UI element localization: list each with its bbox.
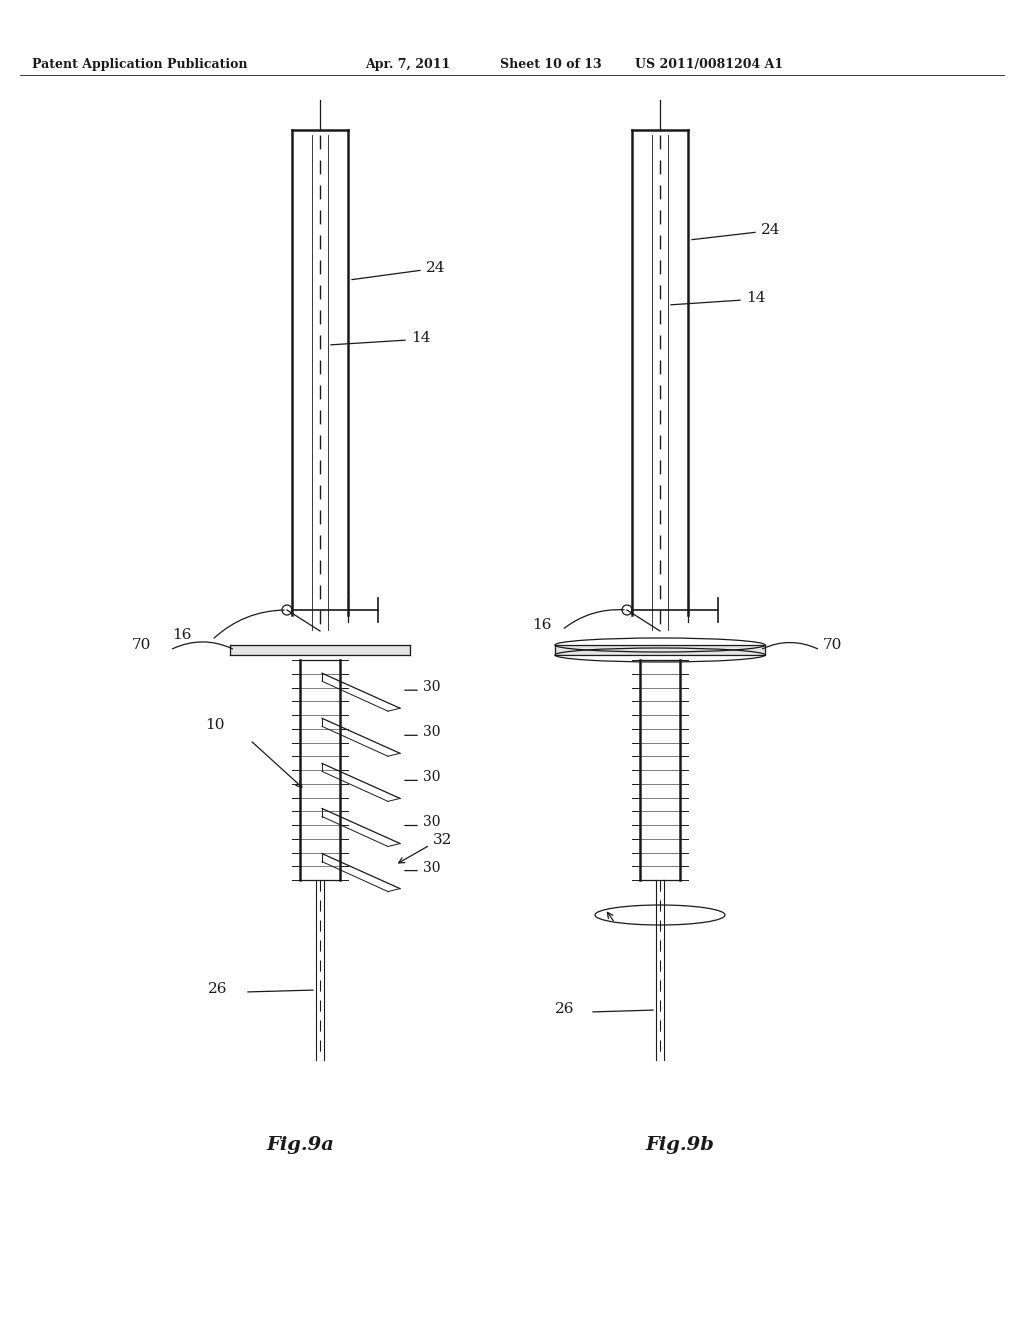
Text: 32: 32	[433, 833, 453, 847]
Text: Patent Application Publication: Patent Application Publication	[32, 58, 248, 71]
Polygon shape	[231, 645, 409, 653]
Text: 10: 10	[205, 718, 224, 733]
Text: 24: 24	[426, 261, 445, 275]
Text: 26: 26	[208, 982, 227, 997]
Text: 70: 70	[132, 638, 152, 652]
Text: Sheet 10 of 13: Sheet 10 of 13	[500, 58, 602, 71]
Text: 24: 24	[761, 223, 780, 238]
Text: 16: 16	[532, 618, 552, 632]
Text: 14: 14	[411, 331, 430, 345]
Text: 30: 30	[423, 771, 440, 784]
Text: Fig.9b: Fig.9b	[645, 1137, 715, 1154]
Text: 70: 70	[823, 638, 843, 652]
Text: 30: 30	[423, 680, 440, 694]
Text: Apr. 7, 2011: Apr. 7, 2011	[365, 58, 451, 71]
Text: 30: 30	[423, 816, 440, 829]
Text: Fig.9a: Fig.9a	[266, 1137, 334, 1154]
Text: 30: 30	[423, 861, 440, 875]
Text: 14: 14	[746, 290, 766, 305]
Text: 30: 30	[423, 725, 440, 739]
Text: US 2011/0081204 A1: US 2011/0081204 A1	[635, 58, 783, 71]
Polygon shape	[556, 645, 764, 653]
Text: 26: 26	[555, 1002, 574, 1016]
Text: 16: 16	[172, 628, 191, 642]
